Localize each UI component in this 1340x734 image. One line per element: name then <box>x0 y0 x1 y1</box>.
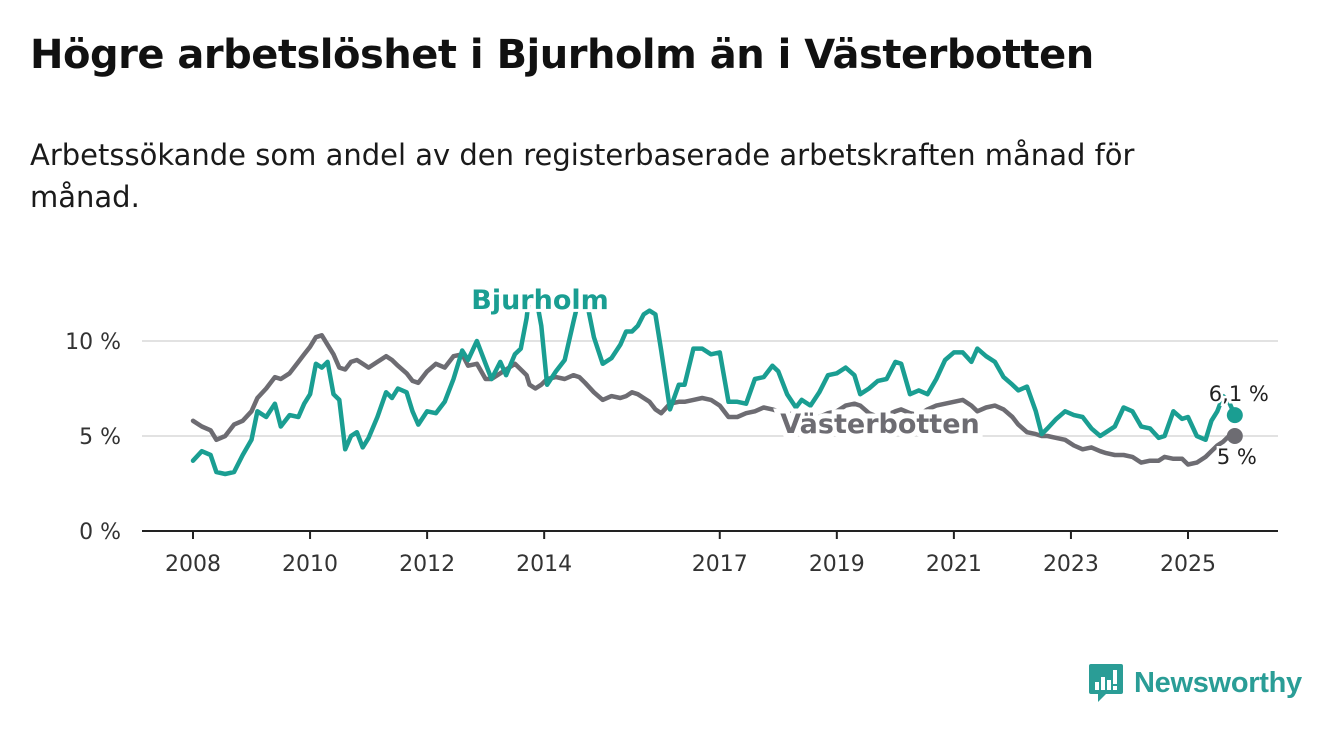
brand-logo: Newsworthy <box>1088 660 1302 706</box>
chart-subtitle: Arbetssökande som andel av den registerb… <box>30 138 1135 214</box>
series-label-vasterbotten: Västerbotten <box>780 409 979 440</box>
y-tick-label: 10 % <box>65 330 121 355</box>
x-tick-label: 2008 <box>165 552 221 577</box>
x-tick-label: 2021 <box>926 552 982 577</box>
x-tick-label: 2017 <box>692 552 748 577</box>
y-tick-label: 0 % <box>79 520 121 545</box>
end-label-bjurholm: 6,1 % <box>1209 382 1269 406</box>
x-tick-label: 2012 <box>399 552 455 577</box>
newsworthy-logo-icon <box>1089 664 1123 702</box>
series-line-bjurholm <box>190 305 1238 477</box>
brand-name: Newsworthy <box>1134 666 1302 699</box>
x-tick-label: 2010 <box>282 552 338 577</box>
end-label-vasterbotten: 5 % <box>1217 445 1257 469</box>
end-point-marker <box>1226 428 1243 444</box>
series-line-vsterbotten <box>190 333 1238 467</box>
grid-lines <box>142 340 1278 437</box>
end-point-marker <box>1226 407 1243 424</box>
series-labels: Bjurholm Västerbotten 6,1 % 5 % <box>468 282 1271 472</box>
chart-title: Högre arbetslöshet i Bjurholm än i Väste… <box>30 32 1094 78</box>
series-lines <box>190 305 1243 477</box>
x-tick-label: 2019 <box>809 552 865 577</box>
series-label-bjurholm: Bjurholm <box>471 285 609 316</box>
x-tick-label: 2023 <box>1043 552 1099 577</box>
x-tick-label: 2025 <box>1160 552 1216 577</box>
x-tick-label: 2014 <box>516 552 572 577</box>
y-tick-label: 5 % <box>79 425 121 450</box>
axes: 0 % 5 % 10 % 2008 2010 2012 2014 2017 2019 2021 20… <box>65 330 1278 577</box>
